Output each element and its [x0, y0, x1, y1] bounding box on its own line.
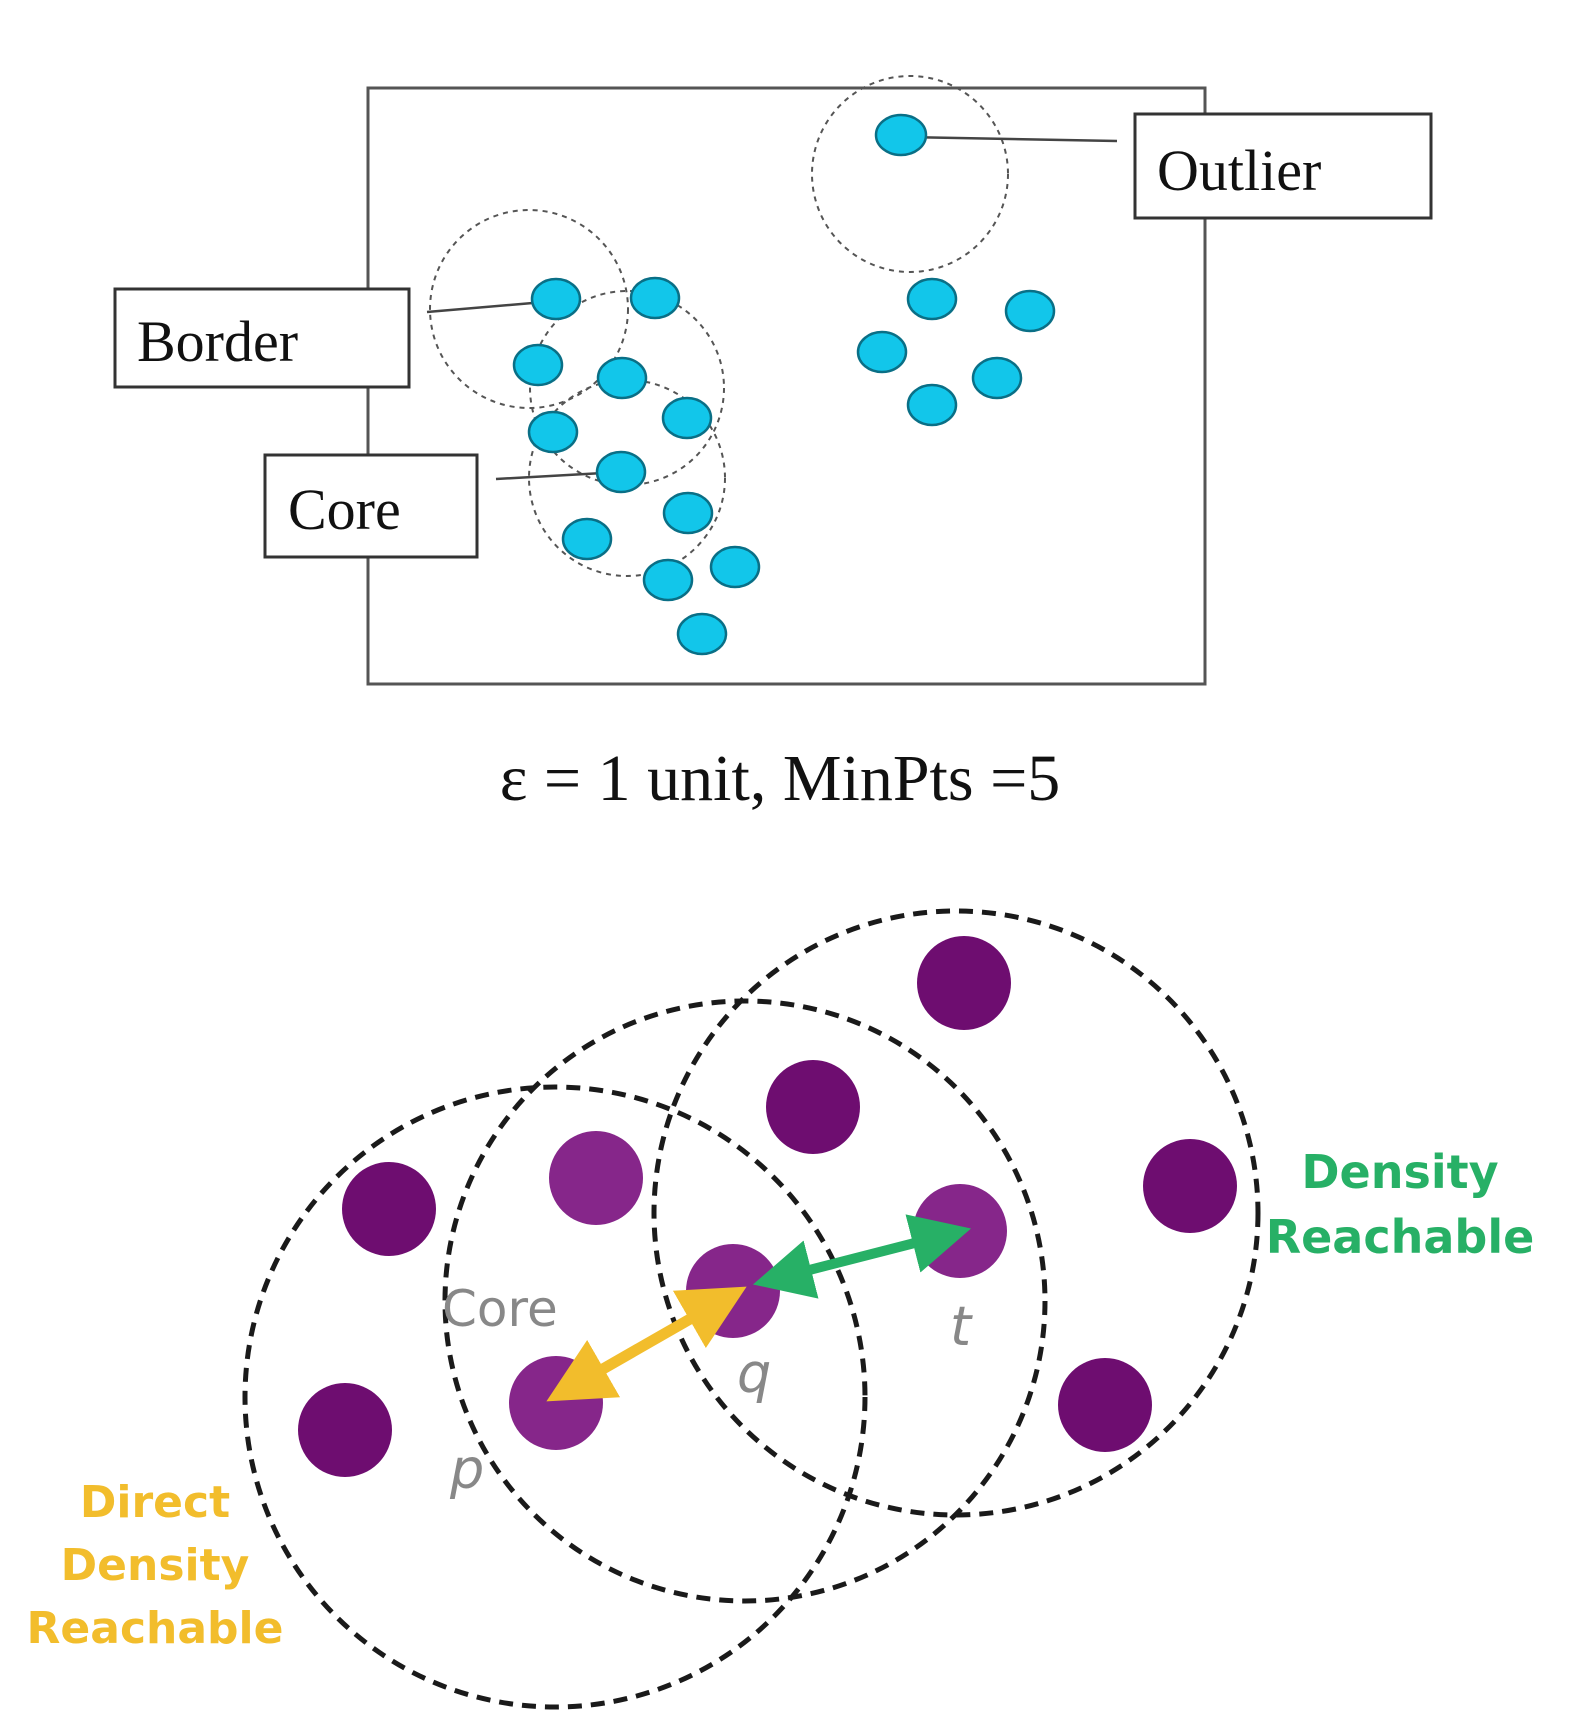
outlier-label-box: Outlier [1133, 112, 1433, 220]
neighbor-point [342, 1162, 436, 1256]
neighbor-point [917, 936, 1011, 1030]
outlier-leader-line [904, 135, 1118, 143]
cluster-point [709, 545, 761, 589]
core-point [595, 450, 647, 494]
density-reachable-arrow [752, 1214, 972, 1299]
border-point [530, 277, 582, 321]
cluster2-point [906, 383, 958, 427]
cluster-point [629, 276, 681, 320]
neighbor-point [766, 1060, 860, 1154]
direct-density-reachable-line2: Density [61, 1540, 250, 1591]
t-neighborhood-circle [651, 908, 1261, 1518]
t-point [913, 1184, 1007, 1278]
t-label: t [950, 1295, 973, 1358]
cluster-point [642, 558, 694, 602]
core-label-frame [263, 453, 479, 559]
border-label: Border [137, 309, 298, 374]
top-epsilon-circles [429, 75, 1009, 577]
direct-density-reachable-line1: Direct [80, 1477, 230, 1528]
cluster2-point [1004, 289, 1056, 333]
density-reachable-label: Density Reachable [1266, 1145, 1535, 1264]
outlier-label-frame [1133, 112, 1433, 220]
border-neighborhood-circle [429, 209, 629, 409]
q-label: q [737, 1342, 771, 1405]
bottom-epsilon-circles [242, 908, 1261, 1710]
outlier-neighborhood-circle [811, 75, 1009, 273]
density-reachable-line1: Density [1301, 1145, 1498, 1199]
p-neighborhood-circle [242, 1084, 868, 1710]
cluster-point [527, 410, 579, 454]
neighbor-point [549, 1131, 643, 1225]
neighbor-point [1058, 1358, 1152, 1452]
cluster-point [676, 612, 728, 656]
top-points [512, 113, 1056, 656]
parameters-caption: ε = 1 unit, MinPts =5 [500, 742, 1061, 815]
direct-density-reachable-label: Direct Density Reachable [27, 1477, 284, 1654]
direct-density-reachable-arrow [546, 1286, 747, 1402]
cluster-point [661, 396, 713, 440]
bottom-diagram: Core p q t Density Reachable Direct Dens… [27, 908, 1535, 1710]
cluster-point [662, 491, 714, 535]
neighbor-point [1143, 1139, 1237, 1233]
outlier-point [874, 113, 928, 157]
cluster-point [512, 343, 564, 387]
p-point [509, 1356, 603, 1450]
q-neighborhood-circle [442, 998, 1048, 1604]
outlier-label: Outlier [1157, 138, 1321, 203]
q-point [686, 1244, 780, 1338]
border-label-box: Border [113, 287, 411, 389]
core-point-label: Core [442, 1280, 558, 1338]
cluster2-point [971, 356, 1023, 400]
density-reachable-line2: Reachable [1266, 1210, 1535, 1264]
top-frame [366, 86, 1207, 686]
cluster2-point [906, 277, 958, 321]
top-diagram: Outlier Border Core ε = 1 unit, MinPts =… [113, 75, 1433, 815]
core-label-box: Core [263, 453, 479, 559]
core-label: Core [288, 477, 401, 542]
cluster2-point [856, 330, 908, 374]
neighbor-point [298, 1383, 392, 1477]
cluster-point [596, 356, 648, 400]
border-label-frame [113, 287, 411, 389]
cluster-point [561, 517, 613, 561]
direct-density-reachable-line3: Reachable [27, 1603, 284, 1654]
p-label: p [449, 1438, 484, 1501]
